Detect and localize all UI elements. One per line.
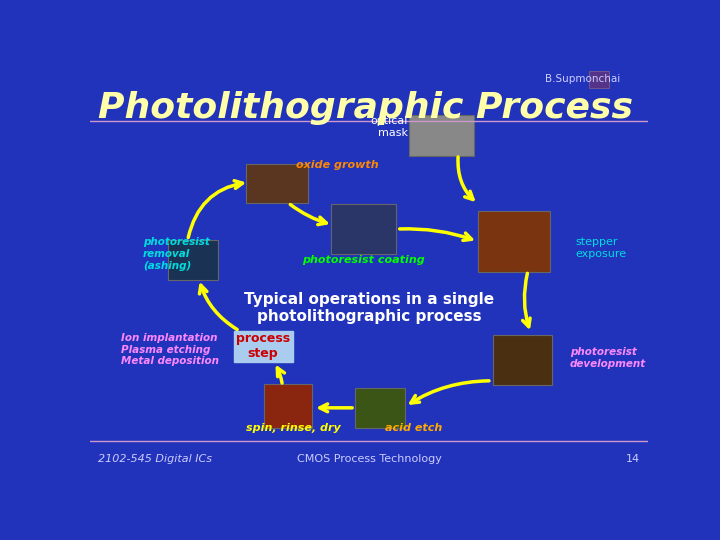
- Bar: [168, 240, 218, 280]
- Text: CMOS Process Technology: CMOS Process Technology: [297, 454, 441, 464]
- Bar: [410, 114, 474, 156]
- Bar: [493, 335, 552, 385]
- Text: stepper
exposure: stepper exposure: [575, 237, 626, 259]
- Text: Ion implantation
Plasma etching
Metal deposition: Ion implantation Plasma etching Metal de…: [121, 333, 219, 366]
- Bar: [355, 388, 405, 428]
- Bar: [246, 164, 307, 203]
- Text: photoresist coating: photoresist coating: [302, 255, 425, 265]
- Text: 14: 14: [626, 454, 639, 464]
- Bar: [331, 204, 395, 254]
- Text: process
step: process step: [236, 332, 290, 360]
- Text: optical
mask: optical mask: [371, 117, 408, 138]
- Text: photoresist
removal
(ashing): photoresist removal (ashing): [143, 238, 210, 271]
- Text: photoresist
development: photoresist development: [570, 347, 646, 369]
- Text: Photolithographic Process: Photolithographic Process: [99, 91, 634, 125]
- Bar: [478, 211, 550, 272]
- Bar: [234, 331, 292, 362]
- Text: 2102-545 Digital ICs: 2102-545 Digital ICs: [99, 454, 212, 464]
- Text: B.Supmonchai: B.Supmonchai: [545, 75, 620, 84]
- Text: spin, rinse, dry: spin, rinse, dry: [246, 423, 341, 433]
- Text: oxide growth: oxide growth: [297, 160, 379, 170]
- Text: Typical operations in a single
photolithographic process: Typical operations in a single photolith…: [244, 292, 494, 324]
- Bar: [590, 71, 609, 87]
- Bar: [264, 384, 312, 428]
- Text: acid etch: acid etch: [385, 423, 442, 433]
